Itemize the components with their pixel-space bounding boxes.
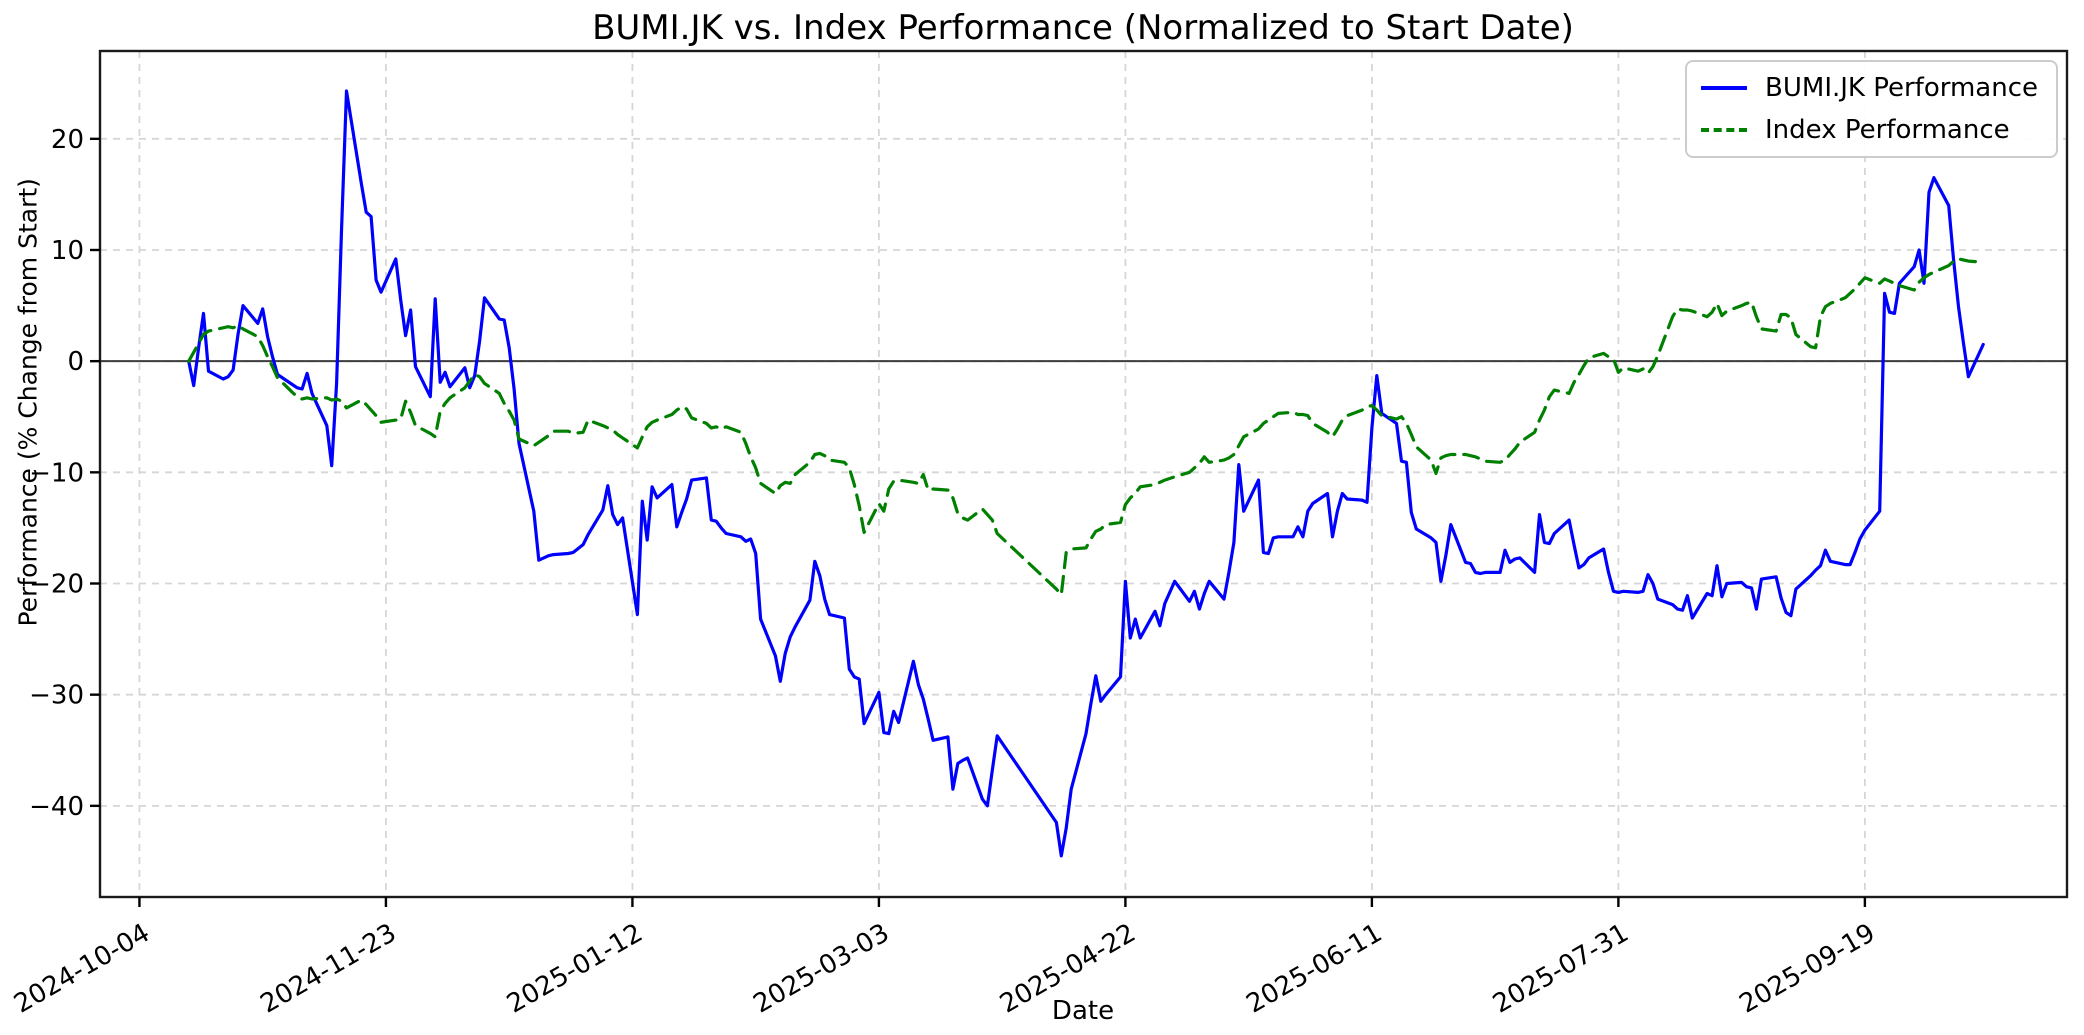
plot-border bbox=[98, 49, 2069, 899]
y-tick-label: 0 bbox=[67, 347, 84, 377]
x-tick-label: 2024-11-23 bbox=[256, 918, 402, 1020]
legend-label-bumi: BUMI.JK Performance bbox=[1765, 73, 2038, 103]
bumi-line-swatch-icon bbox=[1701, 86, 1748, 90]
x-tick-label: 2025-04-22 bbox=[995, 918, 1141, 1020]
legend-item-bumi: BUMI.JK Performance bbox=[1701, 72, 2038, 104]
x-tick-label: 2024-10-04 bbox=[9, 918, 155, 1020]
legend-item-index: Index Performance bbox=[1701, 114, 2038, 146]
legend-label-index: Index Performance bbox=[1765, 115, 2010, 145]
y-tick-label: −40 bbox=[29, 792, 84, 822]
x-tick-label: 2025-03-03 bbox=[749, 918, 895, 1020]
index-line-swatch-icon bbox=[1701, 128, 1748, 132]
x-axis-label: Date bbox=[1051, 996, 1115, 1026]
y-tick-label: −30 bbox=[29, 681, 84, 711]
gridlines bbox=[100, 51, 2067, 897]
x-tick-label: 2025-01-12 bbox=[502, 918, 648, 1020]
y-tick-label: 10 bbox=[51, 236, 84, 266]
index-performance-line bbox=[187, 257, 1985, 597]
bumi-performance-line bbox=[187, 89, 1985, 858]
legend: BUMI.JK Performance Index Performance bbox=[1685, 60, 2058, 158]
y-tick-label: −20 bbox=[29, 570, 84, 600]
chart-title: BUMI.JK vs. Index Performance (Normalize… bbox=[592, 8, 1574, 48]
y-tick-label: −10 bbox=[29, 458, 84, 488]
x-tick-label: 2025-07-31 bbox=[1488, 918, 1634, 1020]
axis-ticks: −40 −30 −20 −10 0 10 20 2024-10-04 2024-11-23 202… bbox=[9, 125, 1880, 1020]
y-tick-label: 20 bbox=[51, 125, 84, 155]
x-tick-label: 2025-09-19 bbox=[1735, 918, 1881, 1020]
x-tick-label: 2025-06-11 bbox=[1242, 918, 1388, 1020]
